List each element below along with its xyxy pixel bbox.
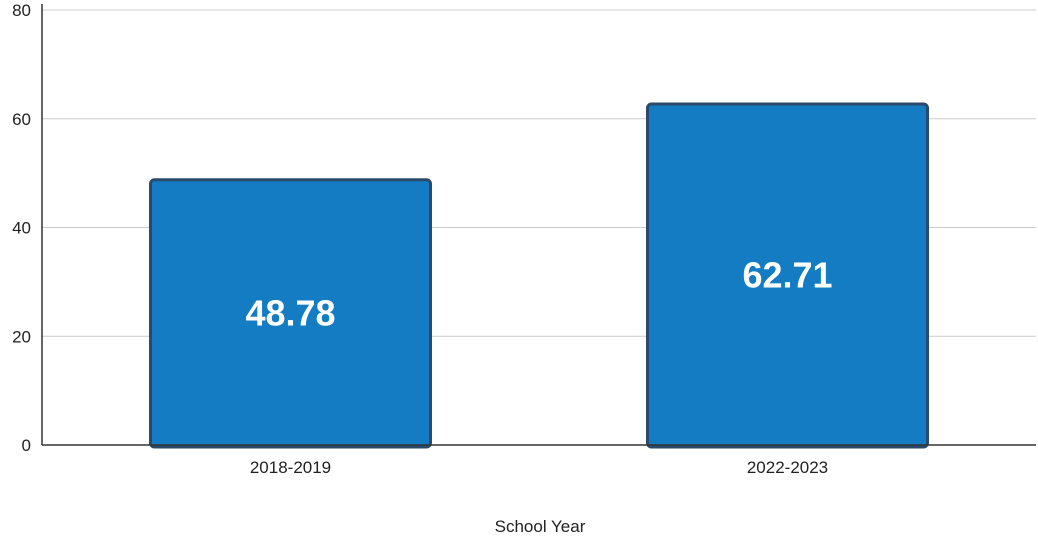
x-axis-title: School Year [495, 517, 586, 536]
x-tick-label: 2018-2019 [250, 458, 331, 477]
y-tick-label: 0 [22, 436, 31, 455]
bars [149, 102, 929, 449]
y-tick-label: 80 [12, 1, 31, 20]
data-label: 62.71 [742, 255, 832, 296]
bar-2018-2019 [149, 178, 432, 449]
data-label: 48.78 [245, 292, 335, 333]
y-tick-label: 60 [12, 110, 31, 129]
x-tick-labels: 2018-2019 2022-2023 [250, 458, 828, 477]
y-tick-labels: 0 20 40 60 80 [12, 1, 31, 455]
axes [41, 4, 1036, 446]
data-labels: 48.78 62.71 [245, 255, 832, 334]
bar-2022-2023 [646, 102, 929, 449]
x-tick-label: 2022-2023 [747, 458, 828, 477]
y-tick-label: 40 [12, 219, 31, 238]
y-tick-label: 20 [12, 327, 31, 346]
